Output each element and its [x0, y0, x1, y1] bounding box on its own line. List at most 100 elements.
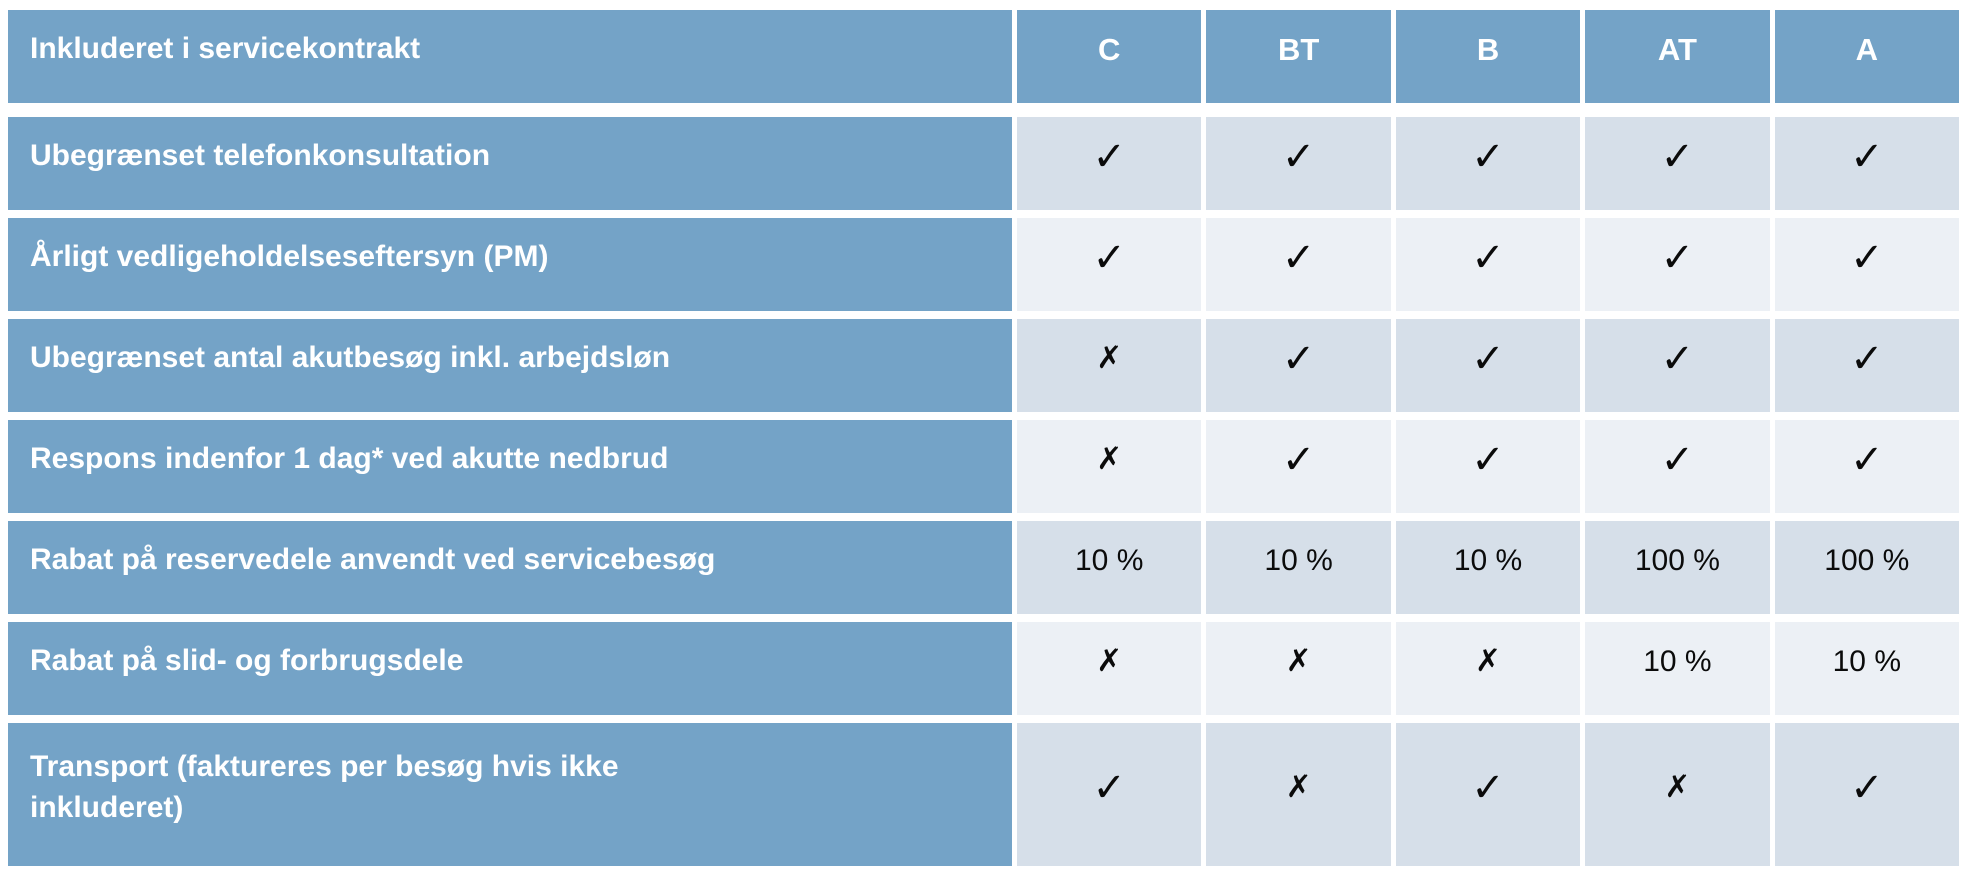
check-icon: ✓ [1092, 234, 1126, 281]
value-cell: 100 % [1585, 521, 1770, 614]
check-icon: ✓ [1471, 234, 1505, 281]
row-label: Ubegrænset telefonkonsultation [30, 139, 491, 173]
value-cell: ✓ [1774, 319, 1960, 412]
value-cell: ✗ [1206, 723, 1391, 866]
value-cell: ✓ [1395, 117, 1581, 210]
discount-value: 10 % [1075, 543, 1144, 577]
discount-value: 10 % [1453, 543, 1523, 577]
cross-icon: ✗ [1096, 441, 1123, 477]
value-cell: 10 % [1774, 622, 1960, 715]
row-label-cell: Årligt vedligeholdelseseftersyn (PM) [8, 218, 1012, 311]
column-header-a: A [1774, 10, 1960, 103]
feature-row: Ubegrænset telefonkonsultation ✓ ✓ ✓ ✓ ✓ [8, 117, 1960, 210]
column-header-label: B [1476, 31, 1500, 67]
row-label: Respons indenfor 1 dag* ved akutte nedbr… [30, 442, 669, 476]
cross-icon: ✗ [1096, 643, 1123, 679]
feature-row: Ubegrænset antal akutbesøg inkl. arbejds… [8, 319, 1960, 412]
check-icon: ✓ [1281, 335, 1316, 382]
feature-row: Transport (faktureres per besøg hvis ikk… [8, 723, 1960, 866]
value-cell: ✓ [1585, 420, 1770, 513]
check-icon: ✓ [1850, 133, 1884, 180]
feature-row: Rabat på reservedele anvendt ved service… [8, 521, 1960, 614]
table-title-cell: Inkluderet i servicekontrakt [8, 10, 1012, 103]
check-icon: ✓ [1281, 436, 1316, 483]
value-cell: ✓ [1017, 218, 1202, 311]
row-label-cell: Rabat på slid- og forbrugsdele [8, 622, 1012, 715]
row-label-cell: Ubegrænset telefonkonsultation [8, 117, 1012, 210]
value-cell: 10 % [1017, 521, 1202, 614]
feature-row: Respons indenfor 1 dag* ved akutte nedbr… [8, 420, 1960, 513]
check-icon: ✓ [1092, 133, 1126, 180]
check-icon: ✓ [1471, 436, 1505, 483]
row-label: Ubegrænset antal akutbesøg inkl. arbejds… [30, 341, 671, 375]
feature-row: Årligt vedligeholdelseseftersyn (PM) ✓ ✓ ✓ ✓… [8, 218, 1960, 311]
value-cell: ✓ [1585, 319, 1770, 412]
discount-value: 10 % [1264, 543, 1333, 577]
check-icon: ✓ [1660, 436, 1695, 483]
check-icon: ✓ [1281, 234, 1316, 281]
value-cell: 10 % [1585, 622, 1770, 715]
cross-icon: ✗ [1096, 340, 1123, 376]
cross-icon: ✗ [1475, 643, 1501, 679]
value-cell: ✓ [1774, 420, 1960, 513]
check-icon: ✓ [1660, 133, 1695, 180]
value-cell: ✓ [1395, 723, 1581, 866]
cross-icon: ✗ [1285, 769, 1312, 805]
check-icon: ✓ [1660, 335, 1695, 382]
row-label-cell: Respons indenfor 1 dag* ved akutte nedbr… [8, 420, 1012, 513]
value-cell: ✓ [1206, 117, 1391, 210]
value-cell: ✓ [1395, 420, 1581, 513]
discount-value: 100 % [1824, 543, 1910, 577]
value-cell: ✗ [1395, 622, 1581, 715]
column-header-label: C [1098, 31, 1121, 67]
column-header-label: A [1855, 31, 1879, 67]
check-icon: ✓ [1281, 133, 1316, 180]
row-label: Transport (faktureres per besøg hvis ikk… [30, 750, 619, 824]
discount-value: 10 % [1832, 644, 1902, 678]
table-title: Inkluderet i servicekontrakt [30, 32, 421, 66]
row-label-cell: Ubegrænset antal akutbesøg inkl. arbejds… [8, 319, 1012, 412]
row-label: Rabat på slid- og forbrugsdele [30, 644, 464, 678]
check-icon: ✓ [1471, 335, 1505, 382]
cross-icon: ✗ [1664, 769, 1691, 805]
row-label-cell: Rabat på reservedele anvendt ved service… [8, 521, 1012, 614]
header-row: Inkluderet i servicekontrakt C BT B AT A [8, 10, 1960, 103]
value-cell: ✓ [1017, 117, 1202, 210]
check-icon: ✓ [1092, 764, 1126, 811]
service-contract-comparison-table: Inkluderet i servicekontrakt C BT B AT A Ube… [8, 10, 1960, 866]
value-cell: ✓ [1395, 319, 1581, 412]
value-cell: ✓ [1585, 218, 1770, 311]
check-icon: ✓ [1660, 234, 1695, 281]
value-cell: ✓ [1206, 218, 1391, 311]
value-cell: ✓ [1774, 723, 1960, 866]
discount-value: 100 % [1634, 543, 1720, 577]
check-icon: ✓ [1471, 764, 1505, 811]
value-cell: ✗ [1017, 420, 1202, 513]
value-cell: ✓ [1395, 218, 1581, 311]
value-cell: 10 % [1395, 521, 1581, 614]
value-cell: ✓ [1206, 319, 1391, 412]
discount-value: 10 % [1643, 644, 1712, 678]
feature-row: Rabat på slid- og forbrugsdele ✗ ✗ ✗ 10 % 10 … [8, 622, 1960, 715]
check-icon: ✓ [1850, 335, 1884, 382]
value-cell: ✓ [1017, 723, 1202, 866]
row-label-cell: Transport (faktureres per besøg hvis ikk… [8, 723, 1012, 866]
column-header-c: C [1017, 10, 1202, 103]
row-label: Årligt vedligeholdelseseftersyn (PM) [30, 240, 549, 274]
value-cell: ✓ [1206, 420, 1391, 513]
value-cell: ✗ [1206, 622, 1391, 715]
check-icon: ✓ [1471, 133, 1505, 180]
check-icon: ✓ [1850, 234, 1884, 281]
value-cell: ✗ [1585, 723, 1770, 866]
column-header-label: BT [1277, 31, 1320, 67]
value-cell: ✓ [1774, 117, 1960, 210]
column-header-b: B [1395, 10, 1581, 103]
value-cell: ✓ [1585, 117, 1770, 210]
value-cell: ✗ [1017, 319, 1202, 412]
column-header-at: AT [1585, 10, 1770, 103]
value-cell: 10 % [1206, 521, 1391, 614]
cross-icon: ✗ [1285, 643, 1312, 679]
column-header-label: AT [1657, 31, 1697, 67]
row-label: Rabat på reservedele anvendt ved service… [30, 543, 716, 577]
value-cell: 100 % [1774, 521, 1960, 614]
